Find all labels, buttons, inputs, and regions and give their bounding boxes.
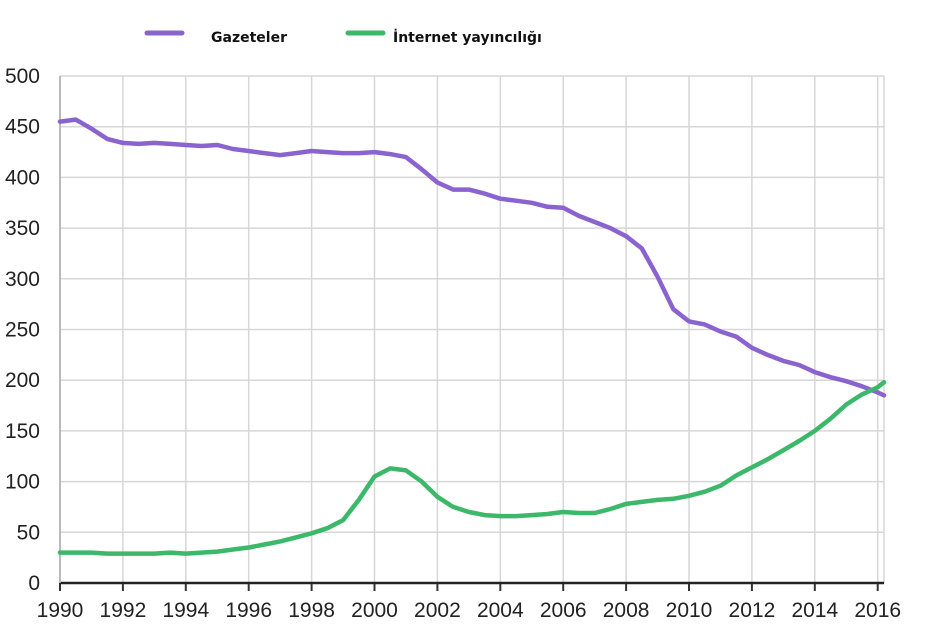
series-lines	[57, 117, 887, 556]
y-tick-label: 450	[5, 116, 40, 139]
axes	[59, 76, 884, 591]
y-axis-tick-labels: 0 50 100 150 200 250 300 350 400 450 500	[5, 65, 40, 595]
y-tick-label: 150	[5, 420, 40, 443]
x-tick-label: 2004	[477, 599, 524, 622]
legend-label-box-gazeteler	[203, 25, 299, 47]
y-tick-label: 50	[17, 521, 40, 544]
x-tick-label: 2002	[414, 599, 461, 622]
y-tick-label: 250	[5, 319, 40, 342]
legend-label-box-internet-yayinciligi	[385, 25, 730, 47]
x-tick-label: 2012	[729, 599, 776, 622]
x-tick-label: 2010	[666, 599, 713, 622]
y-tick-label: 500	[5, 65, 40, 88]
x-axis-tick-labels: 1990 1992 1994 1996 1998 2000 2002 2004 2006 2008…	[37, 599, 901, 622]
y-tick-label: 100	[5, 471, 40, 494]
x-tick-label: 2006	[540, 599, 587, 622]
x-tick-label: 2016	[854, 599, 901, 622]
series-line-gazeteler	[57, 117, 887, 398]
x-tick-label: 2000	[351, 599, 398, 622]
x-tick-label: 2014	[791, 599, 838, 622]
x-tick-label: 1994	[162, 599, 209, 622]
x-tick-label: 1996	[225, 599, 272, 622]
y-tick-label: 350	[5, 217, 40, 240]
x-tick-label: 1990	[37, 599, 84, 622]
y-tick-label: 400	[5, 166, 40, 189]
y-tick-label: 200	[5, 369, 40, 392]
series-line-internet-yayinciligi	[57, 379, 887, 556]
legend-label-internet-yayinciligi: İnternet yayıncılığı	[393, 29, 542, 46]
x-tick-label: 1998	[288, 599, 335, 622]
x-tick-label: 2008	[603, 599, 650, 622]
legend: Gazeteler İnternet yayıncılığı	[144, 25, 730, 47]
y-tick-label: 0	[28, 572, 40, 595]
legend-label-gazeteler: Gazeteler	[211, 30, 287, 46]
x-tick-label: 1992	[100, 599, 147, 622]
grid-lines	[59, 75, 885, 583]
y-tick-label: 300	[5, 268, 40, 291]
